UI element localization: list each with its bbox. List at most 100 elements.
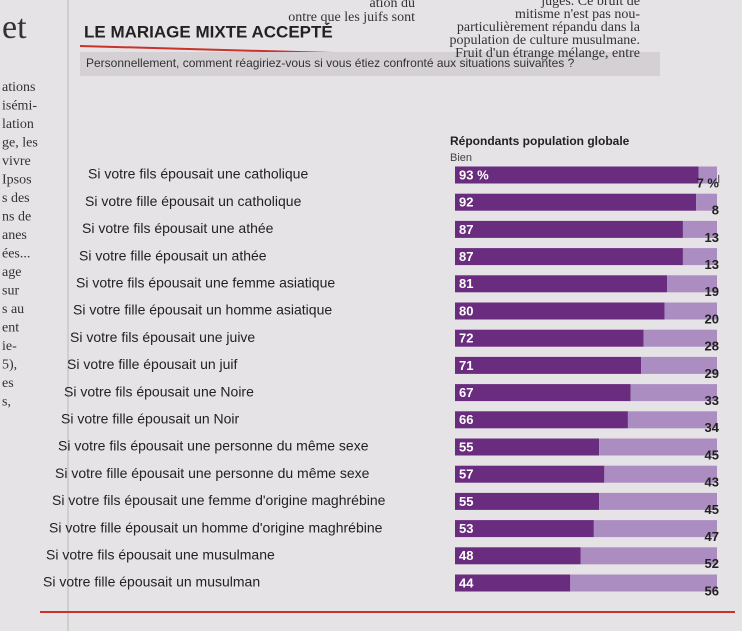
row-label: Si votre fils épousait une femme asiatiq…: [76, 275, 335, 291]
column-fragment: lation: [2, 117, 34, 132]
subtitle-band: [80, 52, 660, 76]
bar-segment: [455, 302, 665, 320]
value-label: 53: [459, 521, 473, 536]
column-fragment: sur: [2, 284, 19, 299]
top-right-fragment: population de culture musulmane.: [449, 33, 640, 48]
row-label: Si votre fils épousait une catholique: [88, 166, 308, 182]
value-label: 7 %: [697, 175, 720, 190]
value-label: 43: [705, 475, 719, 490]
bar-segment: [455, 166, 699, 184]
column-fragment: isémi-: [2, 99, 37, 114]
value-label: 19: [705, 284, 719, 299]
value-label: 80: [459, 303, 473, 318]
row-label: Si votre fille épousait un homme d'origi…: [49, 519, 383, 535]
chart-subtitle: Personnellement, comment réagiriez-vous …: [86, 56, 575, 70]
value-label: 45: [705, 502, 719, 517]
value-label: 47: [705, 529, 719, 544]
value-label: 87: [459, 249, 473, 264]
row-label: Si votre fils épousait une personne du m…: [58, 438, 369, 454]
bar-segment: [593, 520, 717, 538]
top-fragment: ation du: [370, 0, 416, 11]
column-fragment: ie-: [2, 339, 17, 354]
top-right-fragment: mitisme n'est pas nou-: [515, 7, 640, 22]
column-fragment: ent: [2, 321, 19, 336]
value-label: 93 %: [459, 167, 489, 182]
value-label: 13: [705, 230, 719, 245]
column-fragment: s des: [2, 191, 30, 206]
bar-segment: [570, 574, 717, 592]
column-fragment: es: [2, 376, 14, 391]
row-label: Si votre fille épousait un Noir: [61, 411, 240, 427]
value-label: 57: [459, 467, 473, 482]
value-label: 87: [459, 222, 473, 237]
column-fragment: anes: [2, 228, 27, 243]
value-label: 48: [459, 548, 473, 563]
value-label: 71: [459, 358, 473, 373]
value-label: 44: [459, 575, 474, 590]
column-fragment: age: [2, 265, 21, 280]
bar-segment: [455, 220, 683, 238]
bar-segment: [455, 248, 683, 266]
bar-segment: [455, 438, 600, 456]
value-label: 52: [705, 556, 719, 571]
bar-segment: [455, 275, 668, 293]
row-label: Si votre fille épousait un juif: [67, 356, 238, 372]
column-fragment: s au: [2, 302, 24, 317]
column-fragment: 5),: [2, 358, 17, 373]
row-label: Si votre fils épousait une juive: [70, 329, 255, 345]
row-label: Si votre fils épousait une athée: [82, 220, 274, 236]
value-label: 34: [705, 420, 720, 435]
value-label: 28: [705, 339, 719, 354]
row-label: Si votre fils épousait une femme d'origi…: [52, 492, 386, 508]
bar-segment: [630, 384, 717, 402]
bar-segment: [667, 275, 717, 293]
legend-bien: Bien: [450, 152, 472, 164]
value-label: 67: [459, 385, 473, 400]
row-label: Si votre fils épousait une Noire: [64, 383, 254, 399]
bar-segment: [580, 547, 717, 565]
value-label: 72: [459, 331, 473, 346]
bar-segment: [455, 356, 642, 374]
row-label: Si votre fille épousait un musulman: [43, 574, 260, 590]
row-label: Si votre fils épousait une musulmane: [46, 547, 275, 563]
value-label: 33: [705, 393, 719, 408]
bar-segment: [641, 356, 717, 374]
column-fragment: ées...: [2, 247, 30, 262]
value-label: 92: [459, 195, 473, 210]
row-label: Si votre fille épousait une personne du …: [55, 465, 370, 481]
chart-title: LE MARIAGE MIXTE ACCEPTÉ: [84, 22, 333, 41]
bar-segment: [455, 465, 605, 483]
bar-segment: [698, 166, 717, 184]
value-label: 13: [705, 257, 719, 272]
bar-segment: [643, 329, 717, 347]
bar-segment: [455, 492, 600, 510]
bar-segment: [599, 492, 717, 510]
bar-segment: [455, 411, 628, 429]
top-right-fragment: particulièrement répandu dans la: [457, 20, 641, 35]
bar-segment: [682, 220, 717, 238]
bar-segment: [604, 465, 717, 483]
column-fragment: ations: [2, 80, 35, 95]
value-label: 55: [459, 439, 473, 454]
bar-segment: [455, 547, 581, 565]
bar-segment: [455, 520, 594, 538]
bar-segment: [627, 411, 717, 429]
top-right-fragment: jugés. Ce bruit de: [540, 0, 640, 9]
bar-segment: [455, 329, 644, 347]
row-label: Si votre fille épousait un athée: [79, 247, 267, 263]
bar-segment: [455, 193, 697, 211]
bar-segment: [599, 438, 717, 456]
bar-segment: [682, 248, 717, 266]
row-label: Si votre fille épousait un catholique: [85, 193, 302, 209]
value-label: 81: [459, 276, 473, 291]
column-fragment: ge, les: [2, 136, 38, 151]
value-label: 56: [705, 583, 719, 598]
column-fragment: ns de: [2, 210, 31, 225]
column-fragment: vivre: [2, 154, 31, 169]
row-label: Si votre fille épousait un homme asiatiq…: [73, 302, 332, 318]
bar-segment: [455, 384, 631, 402]
column-heading: et: [2, 9, 27, 46]
top-right-fragment: Fruit d'un étrange mélange, entre: [455, 46, 640, 61]
value-label: 45: [705, 447, 719, 462]
value-label: 29: [705, 366, 719, 381]
